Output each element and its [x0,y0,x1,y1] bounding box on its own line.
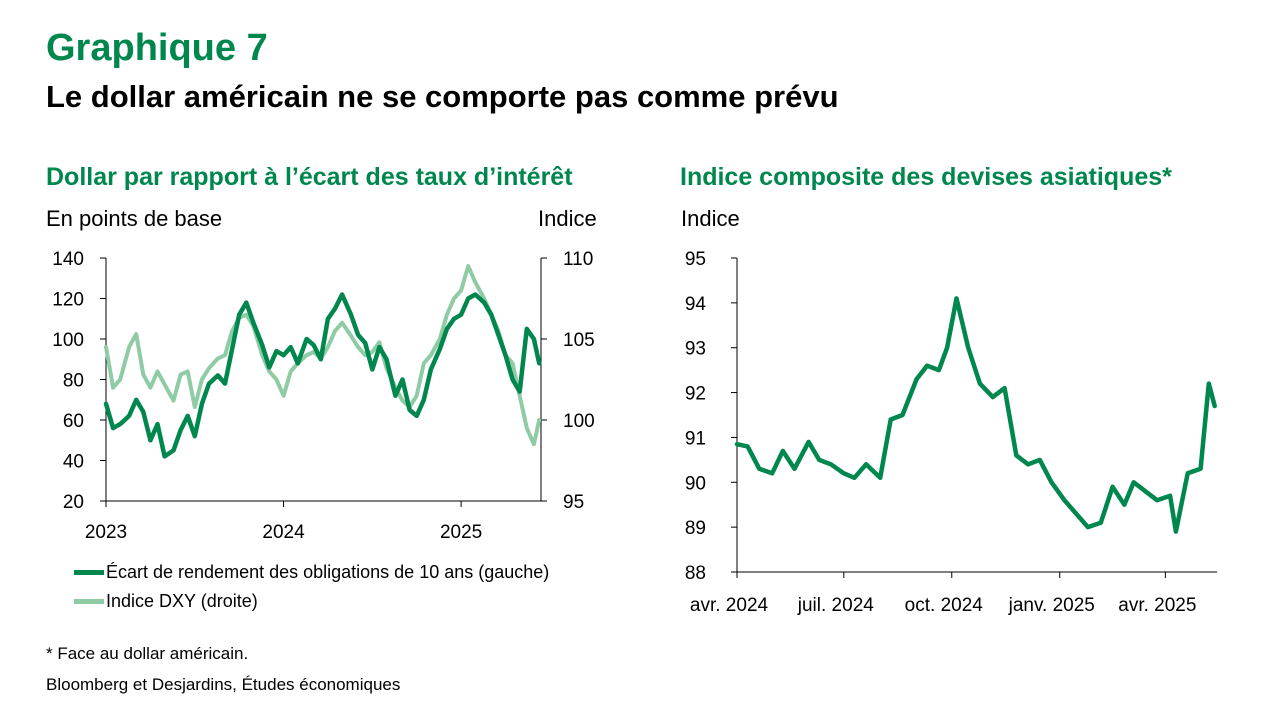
asian-y-tick-label: 93 [685,339,706,360]
series-line-asian-index [734,296,1217,534]
source-note: Bloomberg et Desjardins, Études économiq… [46,675,401,694]
right-panel-title: Indice composite des devises asiatiques* [680,163,1172,191]
asian-x-tick-label: juil. 2024 [797,595,874,616]
left-y-tick-label: 120 [52,290,84,311]
footnote: * Face au dollar américain. [46,644,249,663]
chart-number-title: Graphique 7 [46,27,268,69]
left-chart-legend: Écart de rendement des obligations de 10… [74,558,549,616]
right-y-tick-label: 110 [563,249,593,270]
asian-y-tick-label: 90 [685,473,706,494]
left-y-tick-label: 80 [63,371,84,392]
legend-label-spread: Écart de rendement des obligations de 10… [106,562,550,582]
asian-y-tick-label: 89 [685,518,706,539]
chart-subtitle: Le dollar américain ne se comporte pas c… [46,79,839,114]
left-y-tick-label: 60 [63,411,84,432]
asian-y-tick-label: 91 [685,428,706,449]
left-x-tick-label: 2023 [85,522,127,543]
right-axis-unit: Indice [538,206,597,231]
left-y-tick-label: 40 [63,452,84,473]
asian-x-tick-label: avr. 2025 [1118,595,1196,616]
asian-y-tick-label: 88 [685,563,706,584]
left-y-tick-label: 20 [63,492,84,513]
legend-item-spread: Écart de rendement des obligations de 10… [74,558,549,587]
legend-label-dxy: Indice DXY (droite) [106,591,258,611]
asian-y-tick-label: 92 [685,384,706,405]
right-y-tick-label: 95 [563,492,584,513]
left-panel-title: Dollar par rapport à l’écart des taux d’… [46,163,573,191]
right-y-tick-label: 100 [563,411,595,432]
legend-swatch-dxy [74,599,104,604]
asian-y-tick-label: 94 [685,294,707,315]
right-y-tick-label: 105 [563,330,595,351]
series-line-bond-spread [103,292,542,459]
asian-x-tick-label: janv. 2025 [1008,595,1095,616]
legend-swatch-spread [74,570,104,575]
asian-y-tick-label: 95 [685,249,706,270]
right-panel-axis-unit: Indice [681,206,740,231]
left-x-tick-label: 2024 [262,522,305,543]
legend-item-dxy: Indice DXY (droite) [74,587,549,616]
left-axis-unit: En points de base [46,206,223,231]
left-x-tick-label: 2025 [440,522,482,543]
left-y-tick-label: 100 [52,330,84,351]
left-y-tick-label: 140 [52,249,84,270]
series-line-dxy [104,264,542,447]
asian-x-tick-label: oct. 2024 [905,595,984,616]
asian-x-tick-label: avr. 2024 [690,595,769,616]
